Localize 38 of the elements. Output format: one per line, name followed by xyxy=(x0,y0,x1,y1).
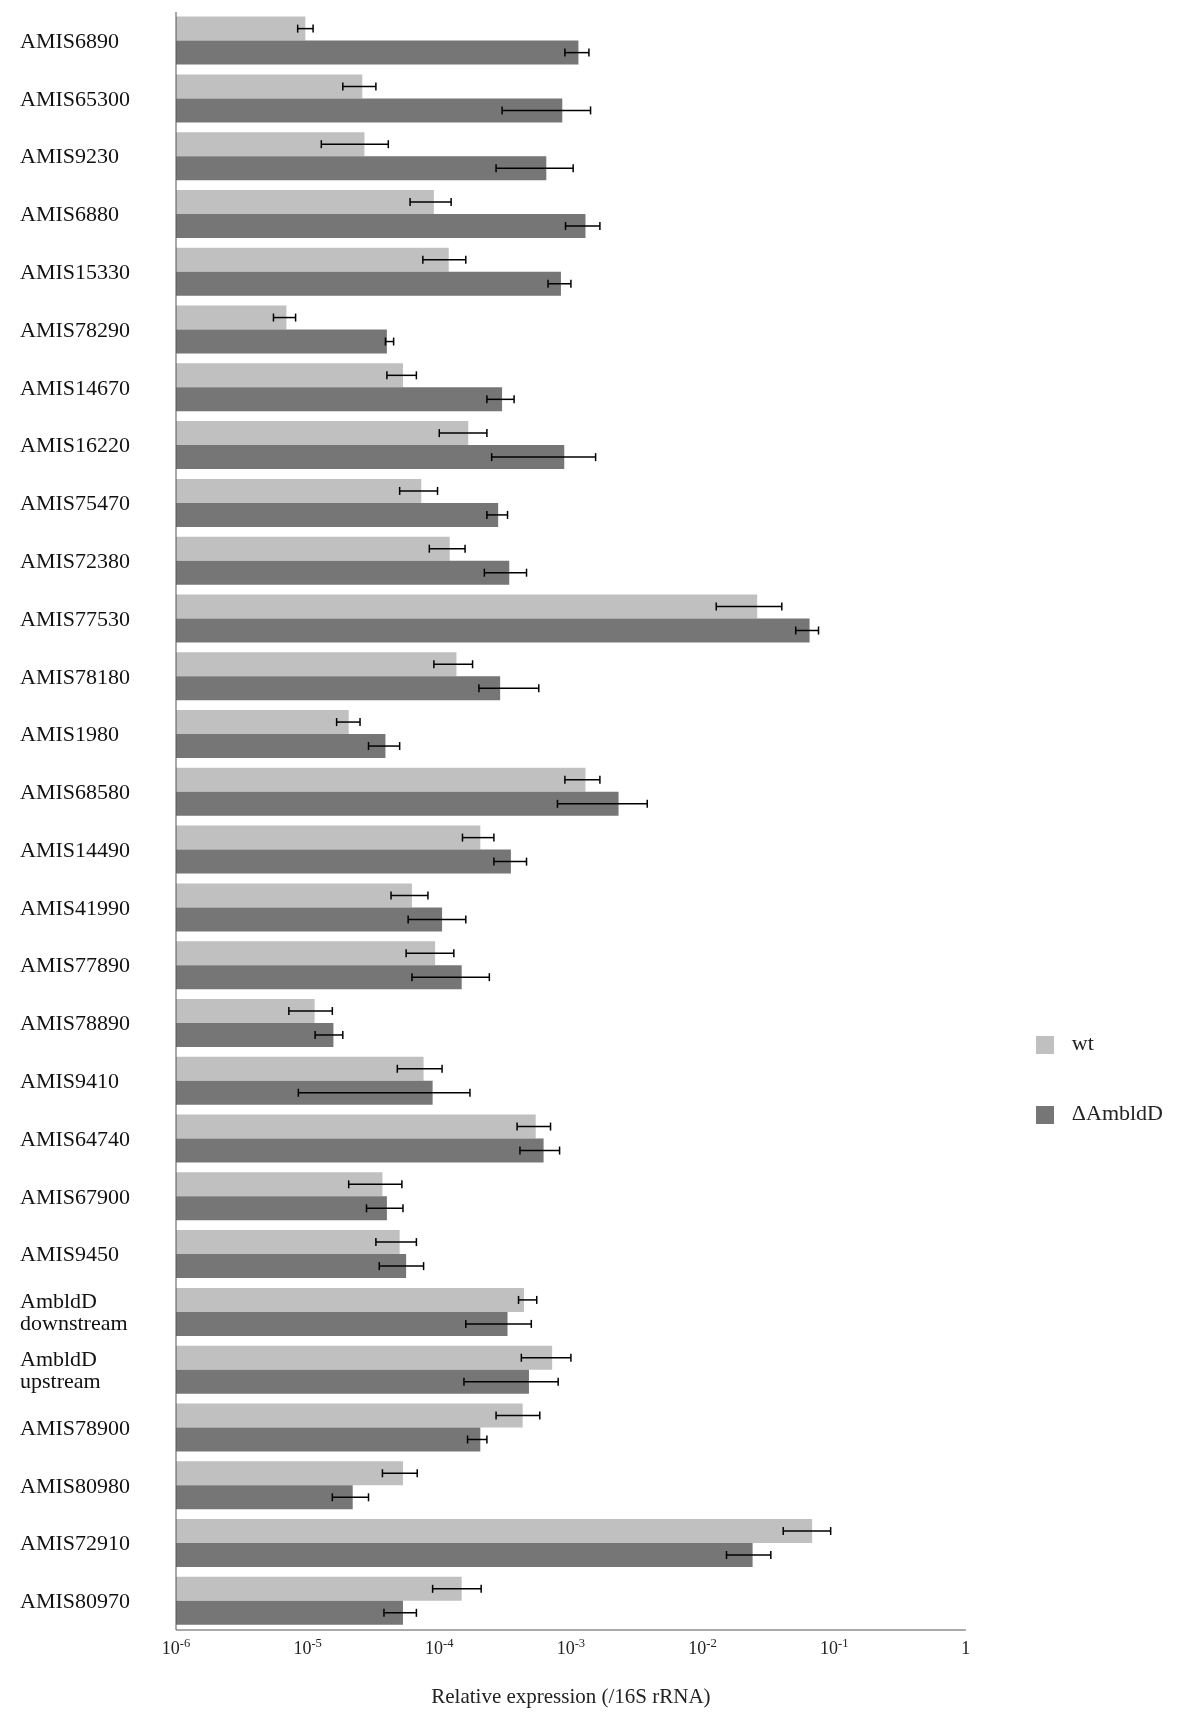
y-tick-label: AMIS80980 xyxy=(20,1472,131,1498)
y-tick-label: AMIS64740 xyxy=(20,1125,131,1151)
x-tick-label: 10$^{-6}$ xyxy=(161,1636,191,1658)
y-tick-label: AmbldD upstream xyxy=(20,1345,101,1393)
y-tick-label: AMIS65300 xyxy=(20,85,131,111)
y-tick-label: AMIS72910 xyxy=(20,1530,131,1556)
y-tick-label: AMIS14670 xyxy=(20,374,131,400)
y-tick-label: AMIS68580 xyxy=(20,779,131,805)
y-tick-label: AmbldD downstream xyxy=(20,1288,128,1336)
y-tick-label: AMIS67900 xyxy=(20,1183,131,1209)
x-tick-label: 1 xyxy=(961,1638,971,1658)
x-axis-title: Relative expression (/16S rRNA) xyxy=(431,1683,711,1708)
y-tick-label: AMIS16220 xyxy=(20,432,131,458)
y-tick-label: AMIS9230 xyxy=(20,143,120,169)
y-tick-label: AMIS1980 xyxy=(20,721,120,747)
y-tick-label: AMIS75470 xyxy=(20,490,131,516)
y-tick-label: AMIS14490 xyxy=(20,836,131,862)
x-tick-label: 10$^{-5}$ xyxy=(293,1636,322,1658)
y-tick-label: AMIS78890 xyxy=(20,1010,131,1036)
y-tick-label: AMIS41990 xyxy=(20,894,131,920)
y-tick-label: AMIS78180 xyxy=(20,663,131,689)
y-tick-label: AMIS80970 xyxy=(20,1588,131,1614)
y-tick-label: AMIS77530 xyxy=(20,605,131,631)
y-tick-label: AMIS6890 xyxy=(20,27,120,53)
y-tick-label: AMIS72380 xyxy=(20,547,131,573)
y-tick-label: AMIS15330 xyxy=(20,259,131,285)
y-tick-label: AMIS9450 xyxy=(20,1241,120,1267)
x-tick-label: 10$^{-2}$ xyxy=(688,1636,717,1658)
y-tick-label: AMIS78900 xyxy=(20,1414,131,1440)
x-tick-label: 10$^{-1}$ xyxy=(819,1636,849,1658)
x-tick-label: 10$^{-4}$ xyxy=(425,1636,455,1658)
legend-label: ΔAmbldD xyxy=(1071,1100,1163,1125)
y-tick-label: AMIS6880 xyxy=(20,201,120,227)
y-tick-label: AMIS9410 xyxy=(20,1068,120,1094)
y-tick-label: AMIS77890 xyxy=(20,952,131,978)
y-tick-label: AMIS78290 xyxy=(20,316,131,342)
x-tick-label: 10$^{-3}$ xyxy=(556,1636,586,1658)
legend-label: wt xyxy=(1071,1030,1094,1055)
